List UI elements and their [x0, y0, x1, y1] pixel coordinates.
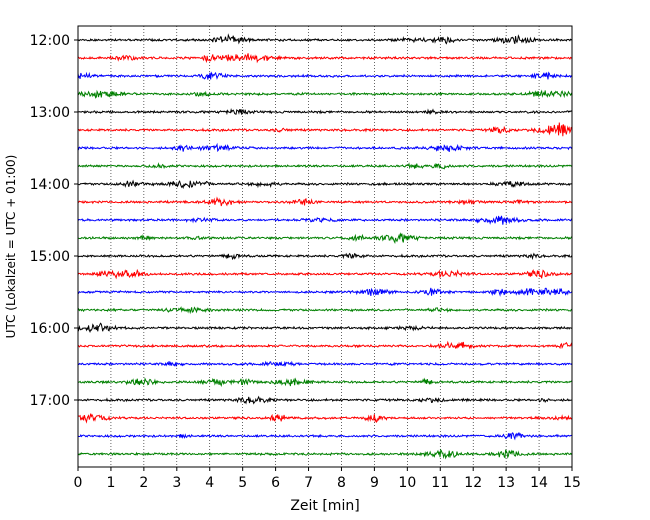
trace-1215 — [77, 53, 573, 64]
y-axis-label: UTC (Lokalzeit = UTC + 01:00) — [4, 155, 18, 339]
x-tick-label: 3 — [172, 475, 181, 491]
x-tick-label: 7 — [304, 475, 313, 491]
trace-1430 — [77, 215, 573, 225]
trace-1715 — [77, 413, 573, 424]
trace-1600 — [77, 322, 573, 333]
trace-1415 — [77, 196, 573, 207]
x-tick-label: 12 — [464, 475, 482, 491]
trace-1500 — [77, 252, 573, 261]
y-tick-label: 15:00 — [30, 249, 70, 265]
trace-1515 — [77, 268, 573, 280]
x-tick-label: 14 — [530, 475, 548, 491]
x-tick-label: 6 — [271, 475, 280, 491]
y-tick-label: 13:00 — [30, 105, 70, 121]
trace-1445 — [77, 232, 573, 245]
x-tick-label: 11 — [431, 475, 449, 491]
x-tick-label: 0 — [74, 475, 83, 491]
y-tick-label: 12:00 — [30, 33, 70, 49]
x-tick-label: 4 — [205, 475, 214, 491]
y-tick-label: 14:00 — [30, 177, 70, 193]
x-tick-label: 8 — [337, 475, 346, 491]
seismic-traces — [77, 33, 573, 460]
trace-1745 — [77, 448, 573, 460]
y-axis-ticks: 12:00 13:00 14:00 15:00 16:00 17:00 — [30, 33, 78, 409]
trace-1630 — [77, 360, 573, 368]
x-tick-label: 2 — [139, 475, 148, 491]
x-tick-label: 15 — [563, 475, 581, 491]
trace-1300 — [77, 107, 573, 116]
x-tick-label: 5 — [238, 475, 247, 491]
trace-1615 — [77, 340, 573, 350]
x-tick-label: 1 — [106, 475, 115, 491]
x-axis-ticks: 0 1 2 3 4 5 6 7 8 9 10 11 12 13 14 15 — [74, 467, 581, 491]
x-tick-label: 13 — [497, 475, 515, 491]
trace-1730 — [77, 432, 573, 441]
trace-1545 — [77, 306, 573, 315]
y-tick-label: 17:00 — [30, 393, 70, 409]
vertical-gridlines — [110, 26, 540, 467]
trace-1245 — [77, 89, 573, 99]
x-tick-label: 10 — [398, 475, 416, 491]
y-tick-label: 16:00 — [30, 321, 70, 337]
trace-1230 — [77, 71, 573, 80]
plot-frame — [77, 25, 573, 468]
trace-1345 — [77, 162, 573, 170]
trace-1700 — [77, 395, 573, 405]
x-tick-label: 9 — [370, 475, 379, 491]
trace-1645 — [77, 377, 573, 388]
trace-1530 — [77, 287, 573, 297]
x-axis-label: Zeit [min] — [290, 498, 359, 514]
trace-1315 — [77, 122, 573, 137]
trace-1200 — [77, 33, 573, 45]
trace-1330 — [77, 142, 573, 153]
trace-1400 — [77, 179, 573, 190]
